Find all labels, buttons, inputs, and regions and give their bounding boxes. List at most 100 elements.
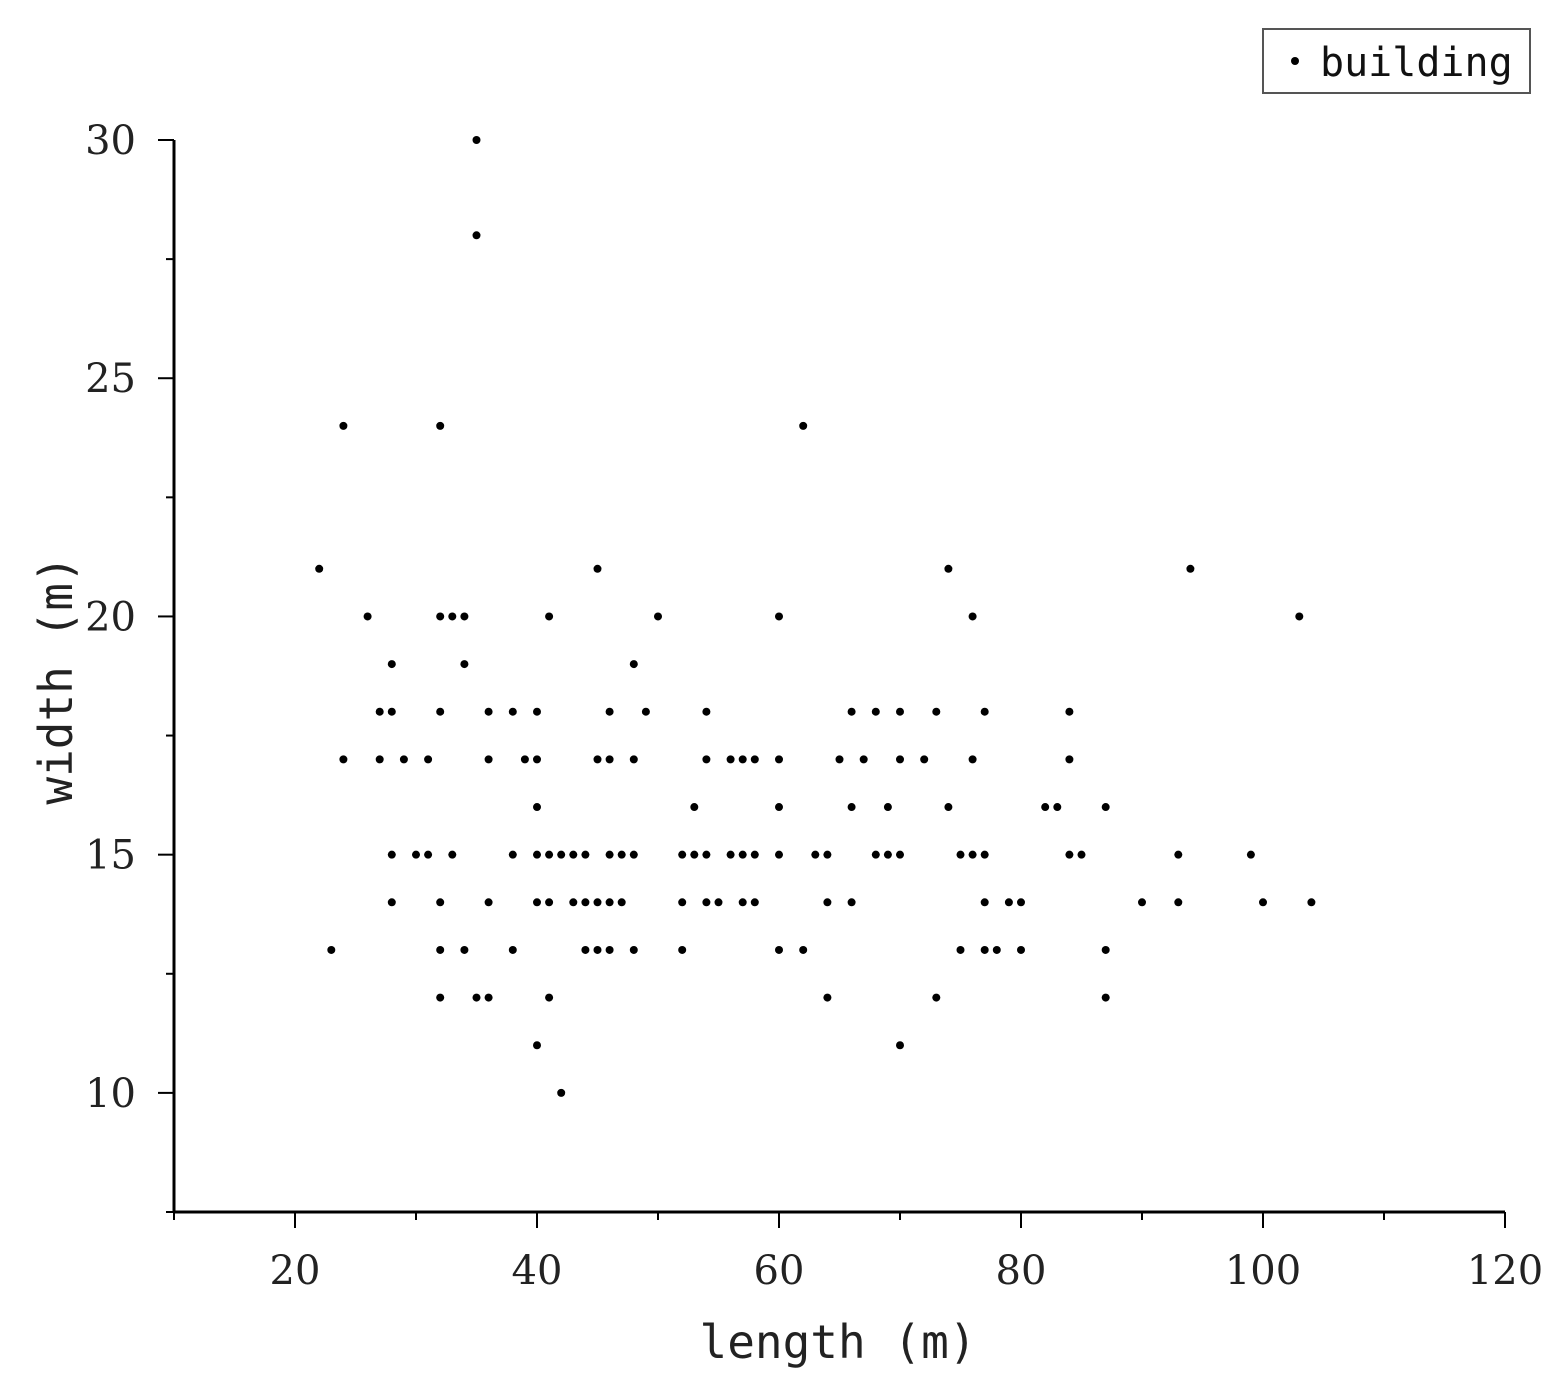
data-point: [726, 755, 735, 764]
data-point: [629, 660, 638, 669]
data-point: [472, 231, 481, 240]
data-point: [750, 850, 759, 859]
data-point: [533, 755, 541, 764]
data-point: [1101, 993, 1110, 1002]
data-point: [980, 850, 989, 859]
x-axis-title: length (m): [700, 1315, 977, 1369]
data-point: [605, 945, 614, 954]
data-point: [775, 803, 783, 812]
data-point: [533, 707, 541, 716]
data-point: [726, 850, 735, 859]
data-point: [448, 612, 457, 621]
data-point: [980, 898, 989, 907]
data-point: [545, 850, 554, 859]
data-point: [932, 993, 941, 1002]
data-point: [508, 707, 517, 716]
data-point: [629, 850, 638, 859]
data-point: [823, 993, 832, 1002]
data-point: [1246, 850, 1255, 859]
data-point: [883, 850, 892, 859]
data-point: [327, 945, 336, 954]
data-point: [436, 612, 445, 621]
data-point: [581, 945, 590, 954]
data-point: [702, 755, 711, 764]
data-point: [436, 707, 445, 716]
data-point: [387, 707, 396, 716]
data-point: [702, 707, 711, 716]
data-point: [1065, 755, 1074, 764]
x-tick-label: 40: [512, 1248, 563, 1294]
data-point: [339, 421, 348, 430]
data-point: [1307, 898, 1316, 907]
data-point: [315, 564, 324, 573]
y-tick-label: 15: [85, 833, 136, 879]
data-point: [436, 898, 445, 907]
data-point: [944, 564, 953, 573]
data-point: [738, 898, 747, 907]
data-point: [508, 945, 517, 954]
data-point: [968, 755, 977, 764]
data-point: [545, 993, 554, 1002]
data-point: [775, 612, 783, 621]
data-point: [545, 612, 554, 621]
data-point: [1053, 803, 1062, 812]
x-tick-label: 100: [1225, 1248, 1301, 1294]
data-point: [593, 564, 602, 573]
data-point: [992, 945, 1001, 954]
data-point: [641, 707, 650, 716]
data-point: [533, 850, 541, 859]
data-point: [533, 1041, 541, 1050]
data-point: [399, 755, 408, 764]
data-point: [1065, 850, 1074, 859]
data-point: [654, 612, 662, 621]
data-point: [1101, 945, 1110, 954]
data-point: [1174, 850, 1183, 859]
data-point: [883, 803, 892, 812]
data-point: [472, 136, 481, 144]
data-point: [508, 850, 517, 859]
legend: building: [1262, 28, 1531, 94]
data-point: [617, 850, 626, 859]
data-point: [375, 707, 384, 716]
data-point: [1295, 612, 1304, 621]
data-point: [1186, 564, 1195, 573]
data-point: [835, 755, 844, 764]
data-point: [605, 850, 614, 859]
data-point: [424, 850, 433, 859]
data-point: [920, 755, 929, 764]
data-point: [1138, 898, 1146, 907]
data-point: [581, 850, 590, 859]
data-point: [980, 945, 989, 954]
data-point: [484, 707, 493, 716]
data-point: [980, 707, 989, 716]
data-point: [412, 850, 420, 859]
data-point: [629, 755, 638, 764]
data-point: [702, 898, 711, 907]
y-tick-label: 20: [85, 594, 136, 640]
data-point: [363, 612, 372, 621]
data-point: [460, 945, 469, 954]
y-tick-label: 25: [85, 356, 136, 402]
data-point: [1259, 898, 1267, 907]
data-point: [557, 1088, 566, 1097]
data-points: [315, 136, 1316, 1097]
axes: 20 40 60 80 100 120 10 15 20 25 30: [85, 118, 1543, 1294]
data-point: [617, 898, 626, 907]
data-point: [871, 707, 880, 716]
data-point: [593, 755, 602, 764]
data-point: [484, 898, 493, 907]
data-point: [629, 945, 638, 954]
data-point: [678, 850, 687, 859]
data-point: [738, 850, 747, 859]
data-point: [775, 850, 783, 859]
data-point: [387, 660, 396, 669]
data-point: [545, 898, 554, 907]
data-point: [932, 707, 941, 716]
data-point: [690, 850, 699, 859]
data-point: [775, 945, 783, 954]
data-point: [557, 850, 566, 859]
data-point: [424, 755, 433, 764]
legend-marker: [1291, 57, 1299, 65]
data-point: [690, 803, 699, 812]
